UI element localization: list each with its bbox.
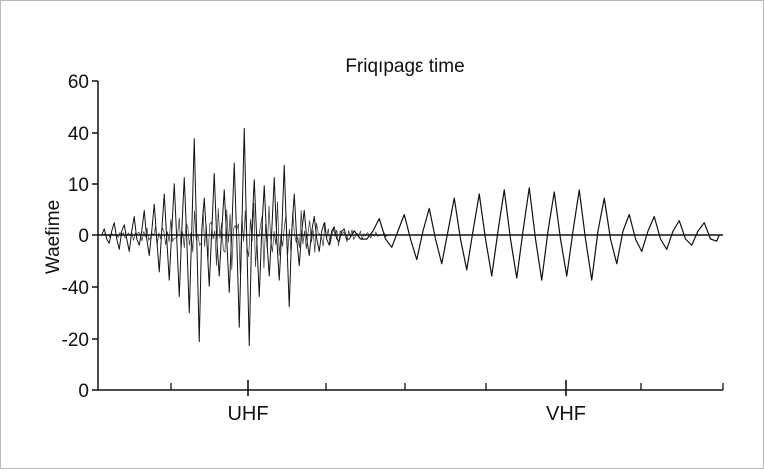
y-tick-label: -40: [62, 278, 89, 299]
x-category-label: UHF: [227, 403, 268, 425]
y-tick-label: 0: [78, 226, 89, 247]
y-tick-label: 60: [68, 72, 89, 93]
y-tick-label: 10: [68, 175, 89, 196]
y-axis-ticks: 60 40 10 0 -40 -20 0: [62, 72, 99, 402]
waveform-series: [98, 127, 723, 347]
waveform-line-uhf: [101, 127, 353, 347]
chart-title: Friqıpagε time: [345, 56, 464, 77]
waveform-fine-oscillation: [102, 201, 390, 274]
x-axis: UHF VHF: [98, 380, 724, 425]
y-tick-label: 40: [68, 124, 89, 145]
y-tick-label: 0: [78, 381, 89, 402]
y-axis-label: Waefime: [43, 200, 64, 274]
waveform-line-vhf: [351, 187, 720, 281]
y-tick-label: -20: [62, 330, 89, 351]
x-category-label: VHF: [546, 403, 586, 425]
